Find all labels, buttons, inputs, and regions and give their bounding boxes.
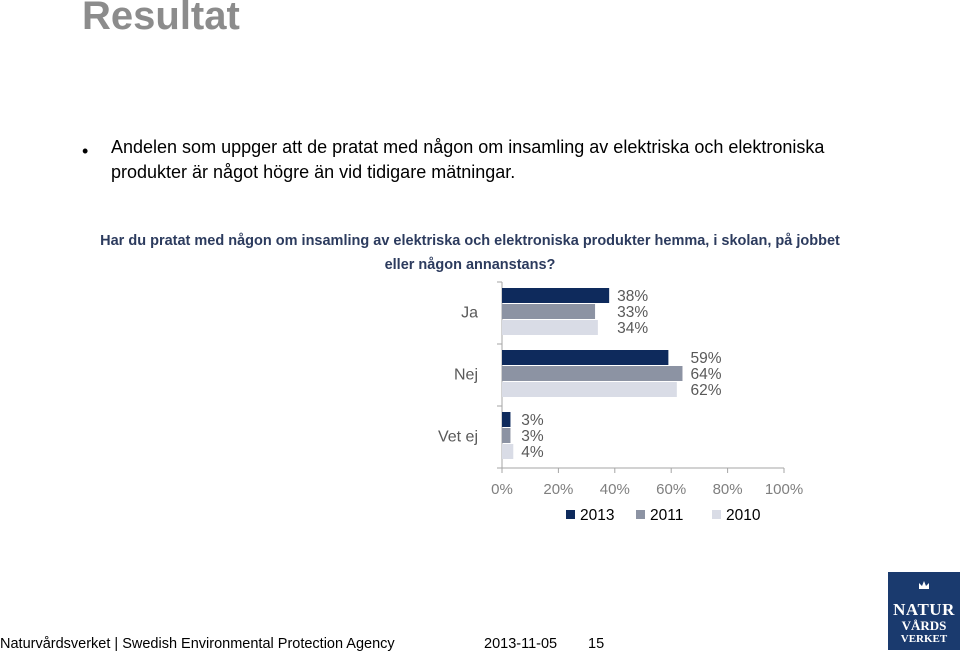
x-tick-label: 40% xyxy=(600,481,630,498)
footer-page-number: 15 xyxy=(588,636,605,652)
chart-title: Har du pratat med någon om insamling av … xyxy=(100,233,840,273)
data-label: 34% xyxy=(617,320,648,337)
bar-2010-vet-ej xyxy=(502,444,514,459)
legend-label-2010: 2010 xyxy=(726,507,761,524)
bar-2010-nej xyxy=(502,382,677,397)
logo-text-line3: VERKET xyxy=(900,633,948,645)
bar-2013-nej xyxy=(502,350,669,365)
legend-swatch-2013 xyxy=(566,510,575,519)
bar-2013-ja xyxy=(502,288,610,303)
category-label: Vet ej xyxy=(438,429,478,446)
bar-chart: 0% 20% 40% 60% 80% 100% Ja 38%33%34% Nej 59%64%62… xyxy=(438,281,803,524)
bar-2011-nej xyxy=(502,366,683,381)
x-tick-label: 20% xyxy=(543,481,573,498)
bullet-text: Andelen som uppger att de pratat med någ… xyxy=(111,137,825,182)
page-title: Resultat xyxy=(82,0,240,38)
bar-2011-vet-ej xyxy=(502,428,511,443)
data-label: 4% xyxy=(521,444,544,461)
bar-2010-ja xyxy=(502,320,598,335)
logo: NATUR VÅRDS VERKET xyxy=(888,572,960,650)
legend-swatch-2010 xyxy=(712,510,721,519)
bar-2013-vet-ej xyxy=(502,412,511,427)
bar-2011-ja xyxy=(502,304,596,319)
category-label: Ja xyxy=(461,305,478,322)
data-label: 33% xyxy=(617,304,648,321)
data-label: 3% xyxy=(521,412,544,429)
legend-label-2013: 2013 xyxy=(580,507,614,524)
x-tick-label: 80% xyxy=(713,481,743,498)
category-label: Nej xyxy=(454,367,478,384)
data-label: 62% xyxy=(690,382,721,399)
legend-swatch-2011 xyxy=(636,510,645,519)
logo-text-line1: NATUR xyxy=(893,600,955,619)
x-tick-label: 0% xyxy=(491,481,513,498)
footer-date: 2013-11-05 xyxy=(484,636,558,652)
legend-label-2011: 2011 xyxy=(650,507,683,524)
bullet-dot-icon: • xyxy=(82,141,89,161)
data-label: 3% xyxy=(521,428,544,445)
x-tick-label: 100% xyxy=(765,481,803,498)
logo-text-line2: VÅRDS xyxy=(901,618,947,633)
x-tick-label: 60% xyxy=(656,481,686,498)
data-label: 59% xyxy=(690,350,721,367)
data-label: 64% xyxy=(690,366,721,383)
crown-icon xyxy=(919,581,929,589)
footer-organization: Naturvårdsverket | Swedish Environmental… xyxy=(0,636,395,652)
data-label: 38% xyxy=(617,288,648,305)
